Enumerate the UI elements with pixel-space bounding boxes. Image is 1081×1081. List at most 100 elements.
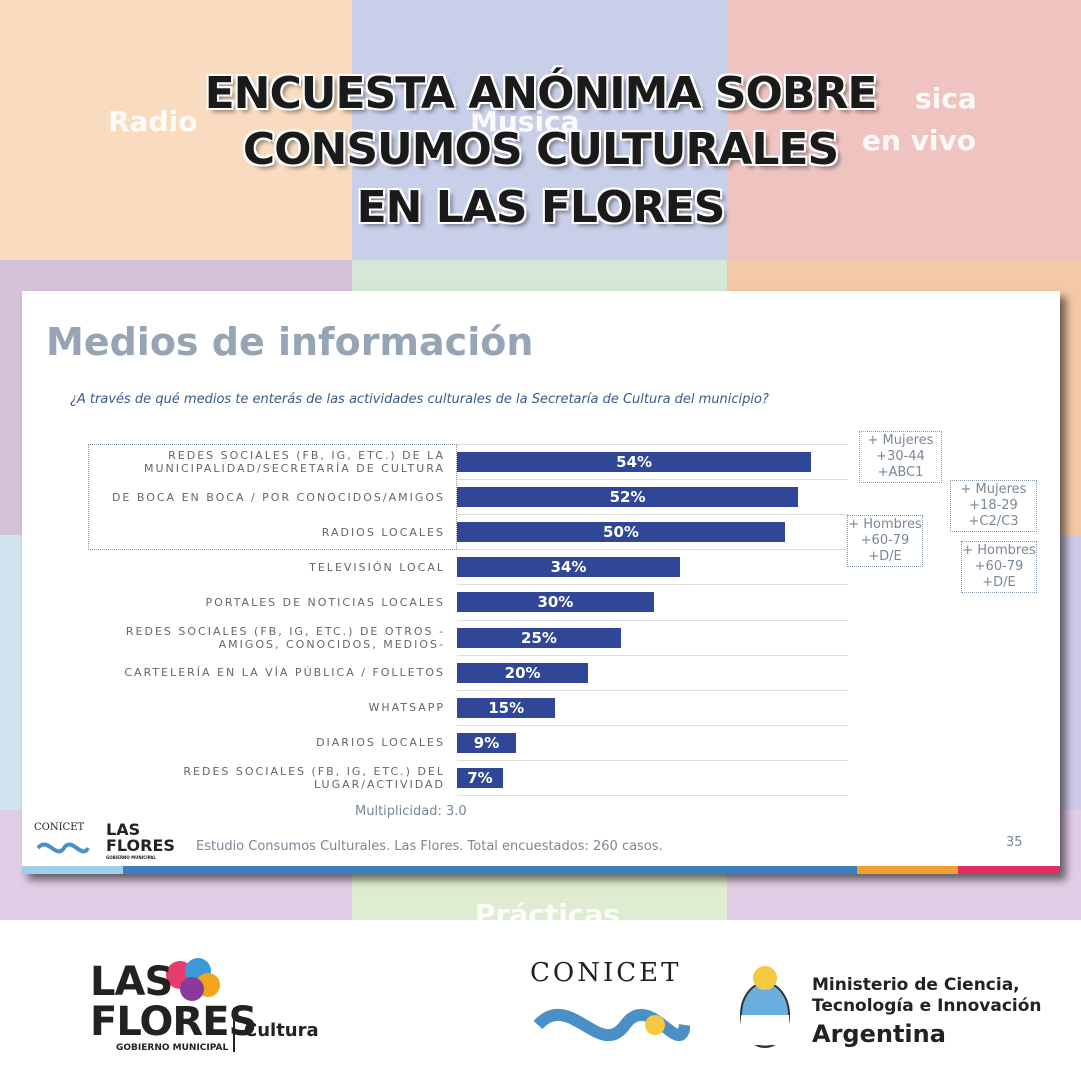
logo-text: LAS FLORES: [90, 959, 257, 1045]
category-label: PORTALES DE NOTICIAS LOCALES: [205, 595, 445, 609]
category-label: REDES SOCIALES (FB, IG, ETC.) DE LA MUNI…: [143, 449, 445, 475]
multiplicity: Multiplicidad: 3.0: [355, 804, 467, 819]
title-line: CONSUMOS CULTURALES: [242, 124, 839, 175]
row-line: [457, 479, 848, 481]
annotation-line: + Mujeres: [960, 482, 1027, 497]
strip: [123, 866, 857, 874]
annotation: + Hombres +60-79 +D/E: [847, 515, 923, 567]
slide: [22, 291, 1060, 874]
highlight-box: [88, 444, 457, 550]
row-line: [457, 444, 848, 445]
logo-text: CONICET: [530, 958, 682, 988]
question: ¿A través de qué medios te enterás de la…: [70, 392, 769, 407]
category-label: WHATSAPP: [368, 701, 445, 715]
value-label: 54%: [616, 453, 653, 471]
annotation-line: + Hombres: [848, 517, 922, 532]
annotation-line: + Mujeres: [867, 433, 934, 448]
logo-text: FLORES: [90, 999, 257, 1045]
logo-text: CONICET: [34, 822, 85, 833]
bg-word: en vivo: [862, 124, 977, 157]
conicet-icon: [533, 1008, 690, 1042]
category-label: CARTELERÍA EN LA VÍA PÚBLICA / FOLLETOS: [124, 666, 445, 680]
annotation-line: +D/E: [982, 575, 1016, 590]
flower-logo: [166, 958, 220, 1001]
panel: [0, 0, 352, 260]
annotation: + Mujeres +18-29 +C2/C3: [950, 480, 1037, 532]
strip: [857, 866, 958, 874]
title-line: ENCUESTA ANÓNIMA SOBRE: [204, 68, 878, 119]
annotation-line: +60-79: [974, 559, 1024, 574]
category-label: RADIOS LOCALES: [321, 525, 445, 539]
coat-of-arms: [740, 966, 790, 1048]
bar: [457, 487, 799, 508]
category-label: REDES SOCIALES (FB, IG, ETC.) DEL LUGAR/…: [183, 764, 445, 791]
page-number: 35: [1006, 835, 1023, 850]
value-label: 20%: [504, 663, 541, 682]
source: Estudio Consumos Culturales. Las Flores.…: [196, 839, 663, 854]
logo-text: LAS FLORES: [106, 822, 175, 854]
bg-word: Prácticas: [475, 898, 620, 931]
value-label: 34%: [550, 558, 587, 577]
annotation: + Mujeres +30-44 +ABC1: [859, 431, 942, 483]
annotation-line: +18-29: [969, 498, 1018, 513]
value-label: 50%: [603, 523, 639, 542]
panel: [727, 0, 1081, 260]
row-line: [457, 724, 848, 726]
logo-text: GOBIERNO MUNICIPAL: [106, 855, 156, 860]
panel: [352, 0, 727, 260]
bar: [457, 732, 517, 753]
category-label: TELEVISIÓN LOCAL: [309, 560, 445, 574]
logo-text: LAS: [106, 820, 141, 839]
divider: [233, 1008, 235, 1052]
row-line: [457, 514, 848, 516]
logo-icon: [36, 842, 90, 854]
bar: [457, 452, 812, 472]
annotation-line: + Hombres: [962, 543, 1036, 558]
value-label: 30%: [537, 593, 574, 612]
row-line: [457, 795, 848, 796]
category-label: DE BOCA EN BOCA / POR CONOCIDOS/AMIGOS: [111, 490, 445, 504]
ministry-line: Tecnología e Innovación: [812, 996, 1042, 1016]
row-line: [457, 619, 848, 621]
row-line: [457, 584, 848, 586]
value-label: 15%: [488, 698, 525, 717]
annotation-line: +60-79: [860, 533, 910, 548]
strip: [958, 866, 1060, 874]
bar: [457, 662, 589, 683]
annotation-line: +D/E: [868, 549, 902, 564]
row-line: [457, 759, 848, 761]
bar: [457, 627, 621, 648]
value-label: 9%: [473, 733, 500, 752]
logo-text: FLORES: [106, 836, 175, 855]
bar: [457, 557, 681, 578]
bg-word: sica: [915, 82, 977, 115]
annotation-line: +C2/C3: [968, 514, 1019, 529]
value-label: 25%: [521, 628, 557, 647]
logo-text: Cultura: [244, 1020, 319, 1041]
value-label: 52%: [609, 488, 646, 507]
bar: [457, 697, 556, 718]
row-line: [457, 689, 848, 691]
annotation: + Hombres +60-79 +D/E: [961, 541, 1037, 593]
bar: [457, 592, 654, 613]
bar: [457, 522, 785, 543]
bg-word: Musica: [470, 105, 580, 138]
ministry-line: Argentina: [812, 1020, 946, 1048]
category-label: REDES SOCIALES (FB, IG, ETC.) DE OTROS -…: [125, 624, 445, 651]
annotation-line: +ABC1: [877, 465, 924, 480]
logo-text: GOBIERNO MUNICIPAL: [116, 1043, 229, 1053]
ministry-line: Ministerio de Ciencia,: [812, 975, 1020, 995]
row-line: [457, 654, 848, 656]
logo-text: LAS: [90, 959, 173, 1005]
strip: [22, 866, 123, 874]
ministry: Ministerio de Ciencia, Tecnología e Innov…: [812, 975, 1042, 1051]
title-line: EN LAS FLORES: [356, 182, 726, 233]
bar: [457, 767, 503, 788]
value-label: 7%: [467, 768, 493, 787]
annotation-line: +30-44: [876, 449, 925, 464]
category-label: DIARIOS LOCALES: [316, 736, 445, 750]
slide-title: Medios de información: [46, 320, 534, 364]
row-line: [457, 549, 848, 551]
bg-word: Radio: [108, 105, 198, 138]
